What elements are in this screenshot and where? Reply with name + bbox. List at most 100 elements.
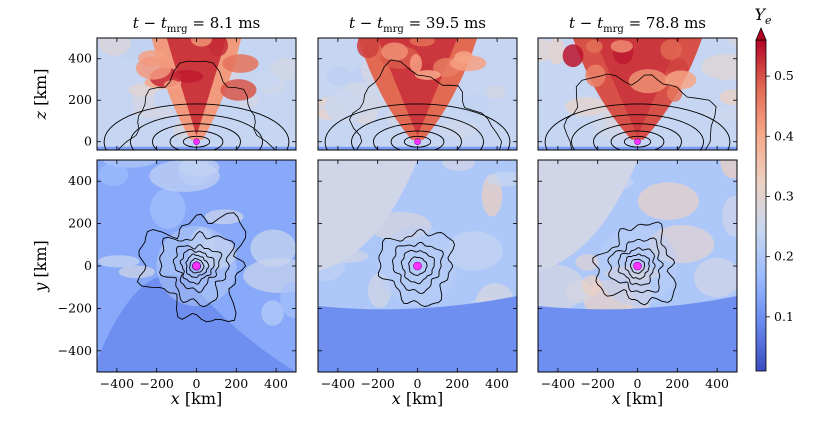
title-subscript: mrg bbox=[383, 24, 404, 35]
ye-patch bbox=[486, 171, 517, 187]
remnant-marker bbox=[192, 261, 201, 271]
top-panel-field bbox=[97, 38, 296, 150]
density-contour bbox=[189, 258, 205, 274]
ye-patch bbox=[628, 69, 668, 94]
ye-patch bbox=[581, 275, 602, 296]
x-axis-var: x bbox=[392, 389, 401, 408]
density-contour bbox=[179, 248, 215, 285]
colorbar-tick-label: 0.2 bbox=[774, 249, 794, 264]
title-eq: = bbox=[404, 14, 426, 32]
x-axis-unit: [km] bbox=[401, 389, 443, 408]
density-contour bbox=[136, 212, 247, 323]
ye-patch bbox=[220, 79, 257, 101]
x-tick-label: −200 bbox=[140, 376, 174, 391]
ye-patch bbox=[326, 66, 352, 87]
density-contour bbox=[159, 230, 236, 308]
ye-patch bbox=[247, 72, 281, 90]
ye-patch bbox=[250, 229, 296, 267]
title-subscript: mrg bbox=[603, 24, 624, 35]
colorbar-label: Ye bbox=[754, 5, 772, 27]
density-contour bbox=[607, 237, 664, 294]
density-contour bbox=[592, 221, 677, 306]
ye-patch bbox=[667, 85, 683, 102]
ye-patch bbox=[381, 42, 408, 61]
y-tick-label: −400 bbox=[58, 343, 92, 358]
ye-patch bbox=[414, 70, 441, 80]
x-tick-label: 200 bbox=[224, 376, 248, 391]
top-panel-field bbox=[538, 38, 737, 150]
density-contour bbox=[624, 253, 650, 280]
ye-patch bbox=[637, 182, 699, 220]
ye-patch bbox=[163, 80, 181, 89]
title-lhs: t − t bbox=[349, 14, 384, 32]
panel-column-3: t − tmrg = 78.8 ms −400 −200 0 200 400 x [km] bbox=[537, 14, 738, 408]
ye-patch bbox=[538, 39, 556, 62]
remnant-marker bbox=[633, 261, 642, 271]
y-axis-label: y [km] bbox=[31, 240, 50, 292]
density-contour bbox=[172, 244, 223, 293]
ye-patch bbox=[693, 257, 737, 298]
ye-patch bbox=[585, 39, 603, 53]
density-contour bbox=[117, 60, 276, 150]
ye-patch bbox=[356, 38, 380, 59]
ye-patch bbox=[728, 38, 737, 48]
ye-patch bbox=[665, 70, 697, 90]
x-tick-label: −200 bbox=[361, 376, 395, 391]
x-tick-label: 0 bbox=[414, 376, 422, 391]
axis-var: z bbox=[31, 110, 50, 120]
ye-patch bbox=[208, 38, 229, 57]
y-tick-label: 400 bbox=[68, 51, 92, 66]
colorbar: 0.1 0.2 0.3 0.4 0.5 Ye bbox=[754, 5, 794, 372]
panel-column-2: t − tmrg = 39.5 ms −400 −200 0 200 400 x [km] bbox=[317, 14, 518, 408]
ye-patch bbox=[703, 106, 737, 122]
ye-patch bbox=[98, 38, 132, 56]
y-tick-label: −200 bbox=[58, 300, 92, 315]
y-tick-label: 400 bbox=[68, 173, 92, 188]
title-time: 8.1 ms bbox=[210, 14, 261, 32]
density-contour bbox=[400, 249, 435, 285]
density-contour bbox=[630, 258, 645, 274]
x-tick-label: 200 bbox=[665, 376, 689, 391]
ye-patch bbox=[454, 51, 474, 64]
ye-patch bbox=[446, 231, 503, 271]
x-axis-var: x bbox=[612, 389, 621, 408]
title-eq: = bbox=[624, 14, 646, 32]
high-ye-region bbox=[318, 160, 418, 271]
bottom-panel-field bbox=[97, 160, 296, 372]
title-lhs: t − t bbox=[133, 14, 168, 32]
density-contour bbox=[377, 228, 455, 307]
x-tick-label: 0 bbox=[634, 376, 642, 391]
ye-patch bbox=[135, 56, 172, 80]
axis-unit: [km] bbox=[31, 240, 50, 282]
ye-patch bbox=[442, 160, 476, 172]
ye-patch bbox=[98, 163, 129, 186]
colorbar-label-var: Y bbox=[754, 5, 766, 24]
ye-patch bbox=[222, 54, 259, 73]
x-axis-label: x [km] bbox=[392, 389, 443, 408]
ye-patch bbox=[190, 38, 212, 47]
density-contour bbox=[544, 103, 731, 150]
density-contour bbox=[130, 114, 263, 150]
ye-patch bbox=[243, 258, 296, 293]
colorbar-tick-label: 0.1 bbox=[774, 309, 794, 324]
ye-patch bbox=[660, 39, 683, 61]
x-tick-label: −200 bbox=[581, 376, 615, 391]
ye-patch bbox=[118, 265, 156, 279]
panel-title: t − tmrg = 78.8 ms bbox=[569, 14, 706, 35]
density-contour bbox=[351, 114, 484, 150]
panel-title: t − tmrg = 39.5 ms bbox=[349, 14, 486, 35]
density-contour bbox=[390, 130, 445, 150]
y-tick-label: 0 bbox=[84, 134, 92, 149]
colorbar-tick-label: 0.4 bbox=[774, 128, 794, 143]
title-subscript: mrg bbox=[167, 24, 188, 35]
ye-patch bbox=[150, 188, 186, 230]
axis-unit: [km] bbox=[31, 69, 50, 111]
ye-patch bbox=[461, 93, 489, 118]
high-ye-region bbox=[538, 160, 638, 271]
x-axis-unit: [km] bbox=[621, 389, 663, 408]
bottom-panel-field bbox=[318, 160, 517, 372]
ye-patch bbox=[486, 85, 506, 100]
ye-patch bbox=[562, 44, 584, 68]
colorbar-tick-label: 0.5 bbox=[774, 68, 794, 83]
